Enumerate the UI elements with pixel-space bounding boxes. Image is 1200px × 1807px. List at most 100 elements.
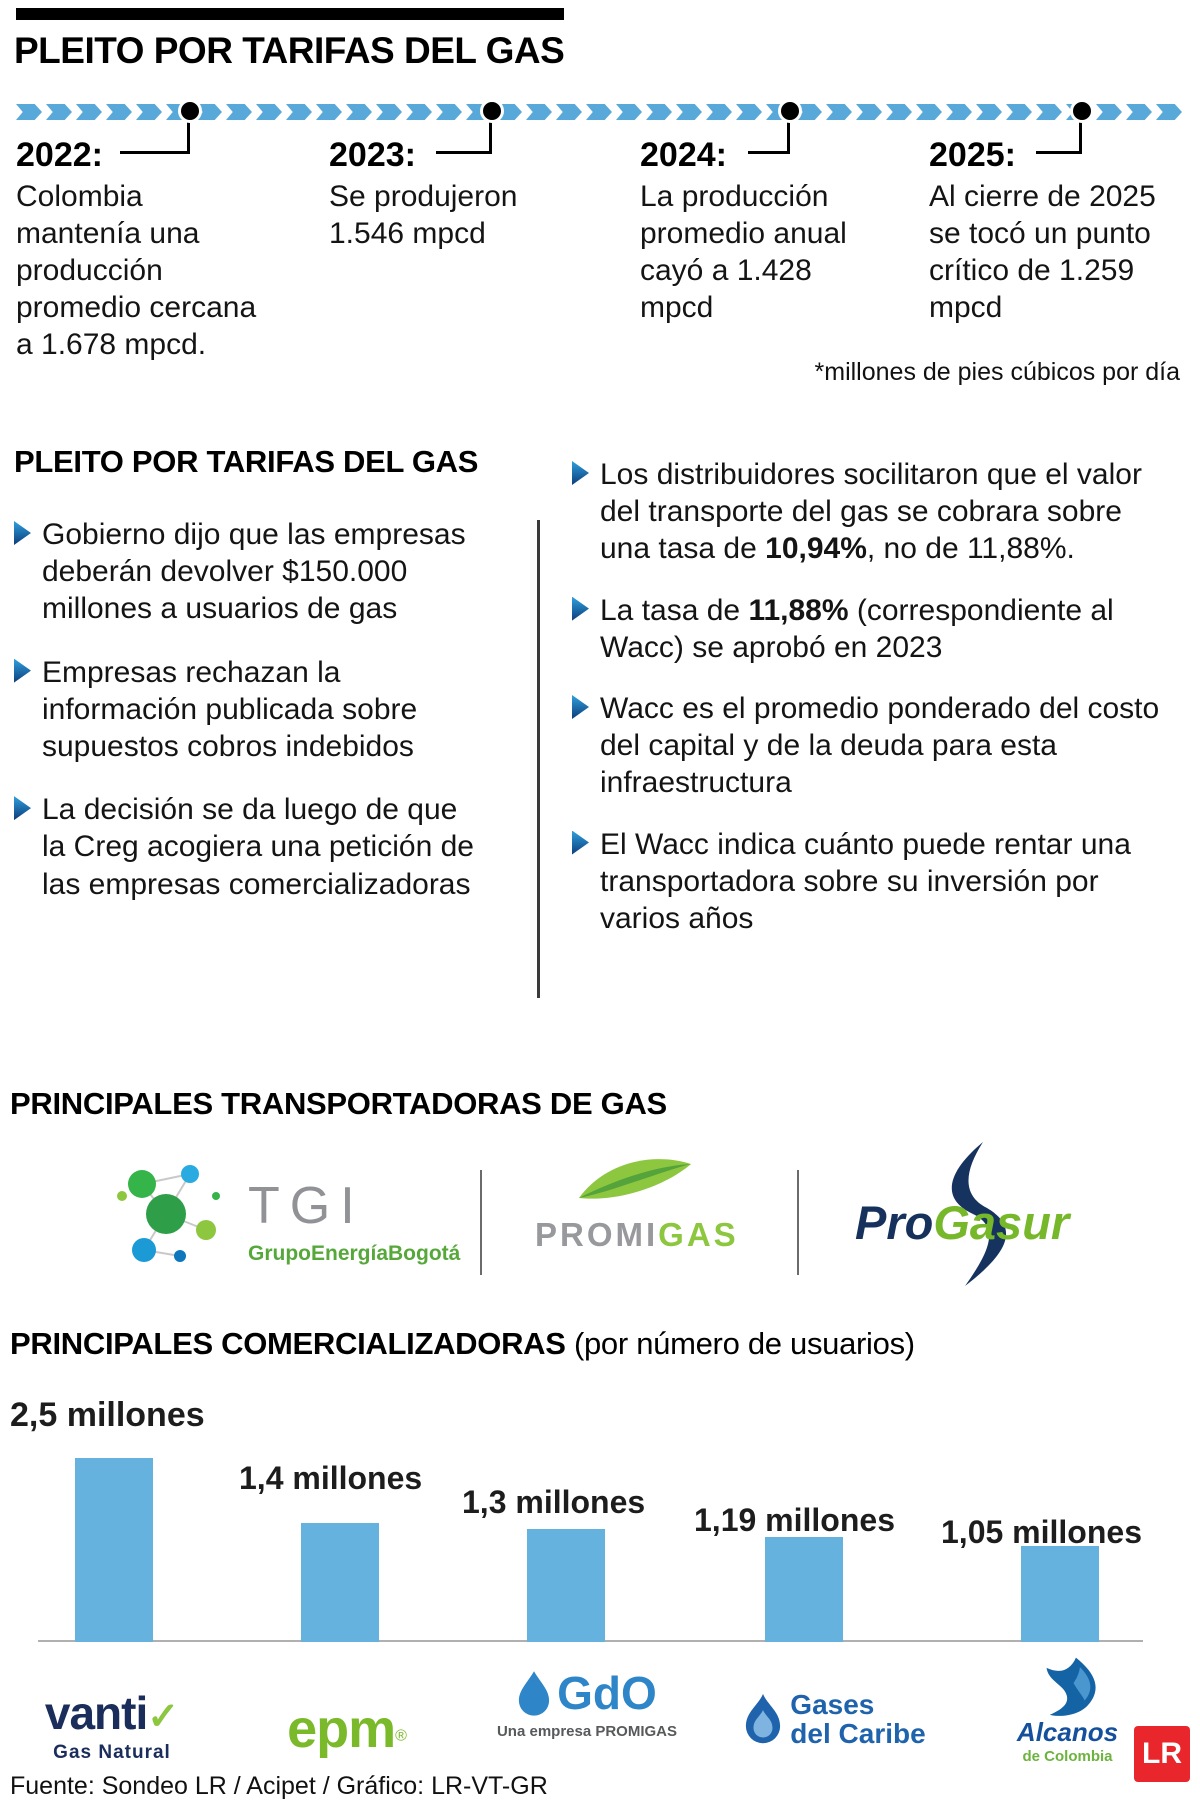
chevron-icon [436, 104, 462, 120]
timeline-item-2024: 2024: La producción promedio anual cayó … [640, 136, 850, 327]
chevron-icon [1126, 104, 1152, 120]
bullet-item: Los distribuidores socilitaron que el va… [572, 456, 1164, 568]
promigas-leaf-icon [579, 1159, 691, 1199]
chevron-icon [796, 104, 822, 120]
alcanos-wordmark: Alcanos [1016, 1717, 1119, 1747]
chevron-icon [826, 104, 852, 120]
arrow-bullet-icon [572, 830, 589, 855]
bullet-text: Wacc es el promedio ponderado del costo … [600, 691, 1160, 800]
timeline-connector [1036, 120, 1082, 154]
bar-vanti [75, 1458, 153, 1642]
bullet-text: El Wacc indica cuánto puede rentar una t… [600, 827, 1131, 935]
progasur-logo: ProGasur [855, 1142, 1090, 1286]
timeline-connector [748, 120, 790, 154]
timeline-dot-2023 [480, 99, 504, 123]
chevron-icon [316, 104, 342, 120]
timeline-item-2023: 2023: Se produjeron 1.546 mpcd [329, 136, 544, 253]
arrow-bullet-icon [14, 521, 31, 545]
chevron-icon [76, 104, 102, 120]
chevron-icon [646, 104, 672, 120]
bullet-item: La decisión se da luego de que la Creg a… [14, 791, 476, 903]
timeline-year: 2025: [929, 136, 1016, 174]
gases-caribe-flame-icon [746, 1694, 781, 1744]
vanti-subtitle: Gas Natural [53, 1742, 171, 1763]
progasur-wordmark: ProGasur [855, 1196, 1070, 1249]
timeline-dot-2022 [178, 99, 202, 123]
chevron-icon [736, 104, 762, 120]
arrow-bullet-icon [14, 796, 31, 821]
tgi-dots-icon [117, 1165, 220, 1262]
arrow-bullet-icon [572, 694, 589, 719]
bar-gdo [527, 1529, 605, 1642]
vanti-wordmark: vanti [44, 1687, 148, 1739]
chevron-icon [616, 104, 642, 120]
page-title: PLEITO POR TARIFAS DEL GAS [14, 30, 565, 71]
timeline-dot-2024 [778, 99, 802, 123]
gdo-logo: GdO Una empresa PROMIGAS [492, 1666, 682, 1740]
chevron-icon [346, 104, 372, 120]
chevron-icon [376, 104, 402, 120]
gases-caribe-logo: Gases del Caribe [730, 1690, 940, 1749]
epm-registered-icon: ® [395, 1727, 407, 1745]
lr-logo: LR [1134, 1726, 1190, 1782]
top-accent-bar [16, 8, 564, 20]
chevron-icon [1006, 104, 1032, 120]
chevron-icon [136, 104, 162, 120]
bullet-item: Wacc es el promedio ponderado del costo … [572, 690, 1164, 802]
dispute-right-column: Los distribuidores socilitaron que el va… [572, 456, 1164, 937]
timeline-text: Se produjeron 1.546 mpcd [329, 180, 518, 250]
chevron-icon [1036, 104, 1062, 120]
timeline-text: La producción promedio anual cayó a 1.42… [640, 180, 847, 324]
bar-label: 1,05 millones [941, 1514, 1142, 1550]
source-credit: Fuente: Sondeo LR / Acipet / Gráfico: LR… [10, 1772, 548, 1800]
timeline-text: Colombia mantenía una producción promedi… [16, 180, 257, 361]
bullet-text: La decisión se da luego de que la Creg a… [42, 793, 474, 901]
epm-logo: epm® [272, 1698, 422, 1760]
alcanos-subtitle: de Colombia [1022, 1748, 1113, 1765]
chevron-icon [16, 104, 42, 120]
arrow-bullet-icon [14, 658, 31, 683]
chevron-icon [1096, 104, 1122, 120]
dispute-divider [537, 520, 540, 998]
bullet-item: El Wacc indica cuánto puede rentar una t… [572, 826, 1164, 938]
chevron-icon [586, 104, 612, 120]
promigas-wordmark: PROMIGAS [535, 1216, 739, 1253]
vanti-check-icon: ✓ [147, 1696, 180, 1738]
bullet-text: Empresas rechazan la información publica… [42, 655, 418, 763]
promigas-logo: PROMIGAS [535, 1150, 739, 1254]
chevron-icon [676, 104, 702, 120]
transporters-title: PRINCIPALES TRANSPORTADORAS DE GAS [10, 1086, 667, 1121]
tgi-wordmark: TGI [248, 1177, 365, 1235]
bullet-text: Los distribuidores socilitaron que el va… [600, 458, 1142, 566]
arrow-bullet-icon [572, 596, 589, 621]
chevron-icon [406, 104, 432, 120]
timeline-text: Al cierre de 2025 se tocó un punto críti… [929, 180, 1156, 324]
gdo-subtitle: Una empresa PROMIGAS [496, 1723, 678, 1740]
chevron-icon [286, 104, 312, 120]
chevron-icon [226, 104, 252, 120]
timeline-footnote: *millones de pies cúbicos por día [814, 358, 1180, 386]
dispute-left-column: Gobierno dijo que las empresas deberán d… [14, 516, 476, 903]
chevron-icon [106, 104, 132, 120]
vanti-logo: vanti✓ Gas Natural [22, 1686, 202, 1764]
timeline-item-2025: 2025: Al cierre de 2025 se tocó un punto… [929, 136, 1169, 327]
bullet-text: La tasa de 11,88% (correspondiente al Wa… [600, 593, 1114, 664]
gases-caribe-wordmark-line1: Gases [790, 1689, 875, 1720]
bullet-item: La tasa de 11,88% (correspondiente al Wa… [572, 592, 1164, 666]
bar-alcanos [1021, 1546, 1099, 1642]
bar-label: 1,3 millones [462, 1484, 646, 1520]
logo-divider [480, 1170, 482, 1275]
chevron-icon [256, 104, 282, 120]
tgi-subtitle: GrupoEnergíaBogotá [248, 1242, 461, 1265]
progasur-swoosh-icon [951, 1142, 1007, 1286]
alcanos-logo: Alcanos de Colombia [1000, 1656, 1135, 1765]
bullet-item: Empresas rechazan la información publica… [14, 654, 476, 766]
chevron-icon [916, 104, 942, 120]
bar-label: 1,4 millones [239, 1460, 423, 1496]
timeline-dot-2025 [1070, 99, 1094, 123]
timeline-year: 2022: [16, 136, 103, 174]
timeline-year: 2024: [640, 136, 727, 174]
bullet-item: Gobierno dijo que las empresas deberán d… [14, 516, 476, 628]
alcanos-flame-icon [1046, 1657, 1096, 1716]
